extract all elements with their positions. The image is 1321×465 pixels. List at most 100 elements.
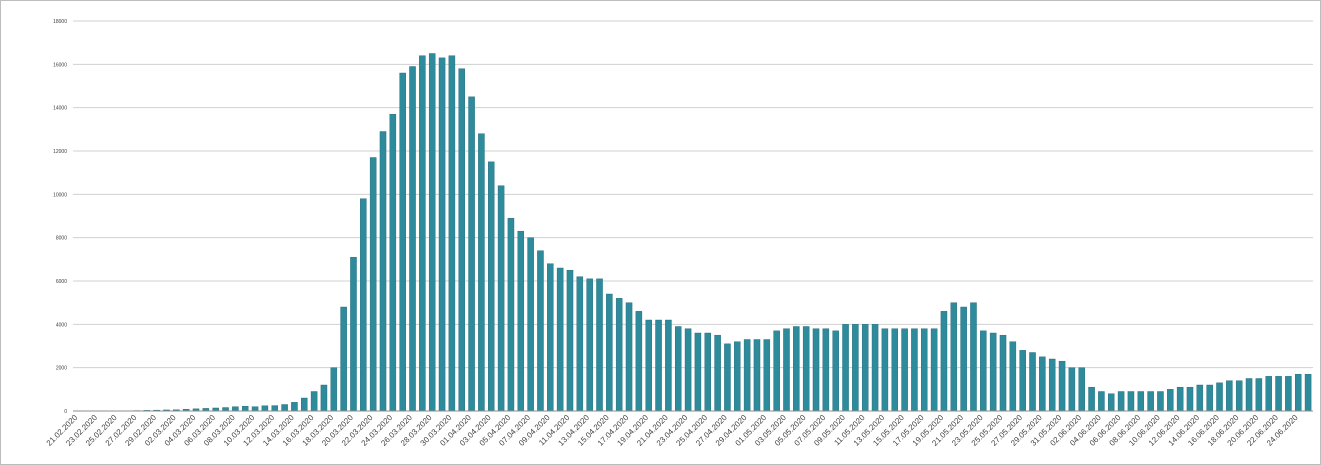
bar <box>930 328 938 412</box>
y-tick-label: 18000 <box>53 19 67 25</box>
bar <box>970 302 977 412</box>
bar <box>1255 378 1263 412</box>
bar <box>468 96 475 412</box>
bar <box>1176 386 1184 412</box>
bar <box>360 198 367 412</box>
bar <box>960 306 967 412</box>
bar <box>281 404 288 412</box>
y-axis-ticks: 0 2000 4000 6000 8000 10000 12000 14000 16000 180… <box>53 19 67 415</box>
bar <box>606 293 613 412</box>
bar <box>458 68 465 412</box>
bar <box>625 302 633 412</box>
bars <box>133 53 1312 412</box>
bar <box>1147 391 1154 412</box>
bar <box>1265 376 1272 412</box>
bar <box>1107 393 1115 412</box>
bar <box>251 406 259 412</box>
bar <box>763 339 771 412</box>
bar <box>566 269 574 412</box>
bar <box>1098 391 1105 412</box>
bar <box>320 384 328 412</box>
bar <box>901 328 908 412</box>
bar <box>753 339 761 412</box>
bar <box>999 334 1007 412</box>
bar <box>507 217 515 412</box>
y-tick-label: 0 <box>64 409 67 415</box>
bar <box>980 330 987 412</box>
bar <box>222 407 229 412</box>
bar <box>743 339 751 412</box>
bar <box>1196 384 1204 412</box>
bar <box>871 324 879 412</box>
bar <box>537 250 544 412</box>
bar <box>714 334 721 412</box>
bar <box>1186 386 1194 412</box>
bar <box>704 332 712 412</box>
bar <box>389 113 397 412</box>
y-tick-label: 10000 <box>53 192 67 198</box>
bar <box>1009 341 1017 412</box>
bar <box>1285 376 1292 412</box>
bar <box>940 311 948 412</box>
bar <box>793 326 800 412</box>
bar <box>330 367 338 412</box>
y-tick-label: 16000 <box>53 62 67 68</box>
bar <box>684 328 692 412</box>
bar <box>1039 356 1046 412</box>
bar <box>556 267 564 412</box>
bar <box>261 405 269 412</box>
bar <box>1019 350 1026 412</box>
bar <box>891 328 899 412</box>
bar <box>527 237 534 412</box>
bar <box>399 72 406 412</box>
bar <box>802 326 810 412</box>
bar <box>734 341 741 412</box>
bar <box>852 324 859 412</box>
bar <box>428 53 436 412</box>
bar <box>861 324 869 412</box>
bar <box>1157 391 1164 412</box>
bar <box>1058 360 1066 412</box>
bar <box>655 319 662 412</box>
bar <box>596 278 603 412</box>
bar <box>635 311 643 412</box>
bar <box>615 298 623 412</box>
bar <box>379 131 387 412</box>
bar <box>1275 376 1282 412</box>
bar <box>881 328 889 412</box>
bar <box>241 406 249 412</box>
bar <box>1117 391 1125 412</box>
y-tick-label: 2000 <box>56 366 67 372</box>
bar <box>310 391 318 412</box>
bar <box>1294 373 1302 412</box>
bar <box>921 328 928 412</box>
bar <box>488 161 495 412</box>
bar <box>773 330 780 412</box>
bar <box>1078 367 1085 412</box>
bar <box>1216 382 1223 412</box>
bar <box>1048 358 1056 412</box>
bar <box>448 55 456 412</box>
bar <box>340 306 347 412</box>
bar <box>1137 391 1145 412</box>
bar <box>911 328 918 412</box>
bar <box>1206 384 1213 412</box>
bar <box>950 302 958 412</box>
bar <box>1304 373 1312 412</box>
bar <box>576 276 584 412</box>
bar <box>822 328 830 412</box>
bar <box>232 406 239 412</box>
bar <box>350 256 357 412</box>
bar <box>1226 380 1233 412</box>
bar <box>1029 352 1036 412</box>
y-tick-label: 6000 <box>56 279 67 285</box>
bar <box>438 57 446 412</box>
bar <box>1088 386 1095 412</box>
bar <box>1167 389 1174 412</box>
y-tick-label: 12000 <box>53 149 67 155</box>
bar <box>665 319 672 412</box>
bar <box>832 330 839 412</box>
bar <box>419 55 426 412</box>
